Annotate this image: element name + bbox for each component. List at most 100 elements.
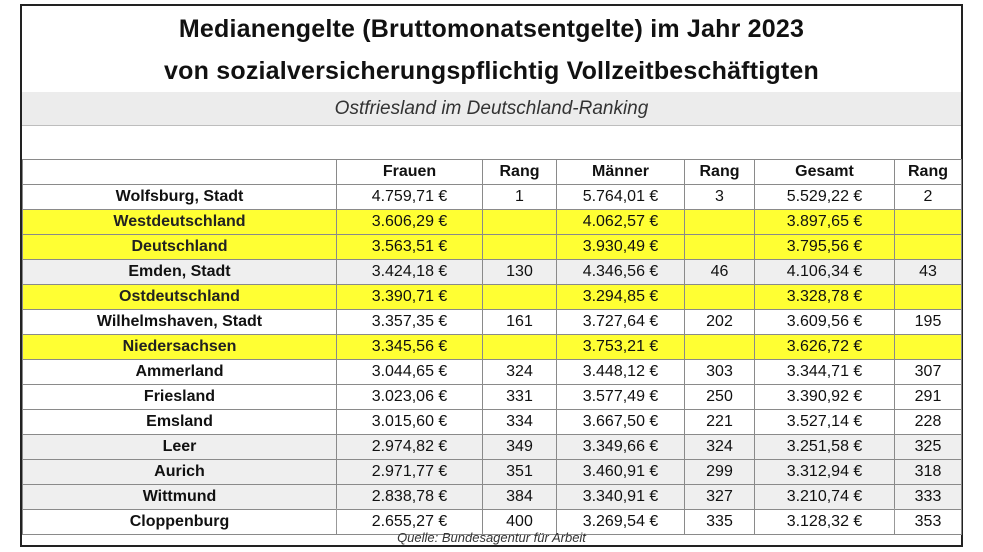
rang-maenner: 3	[684, 184, 755, 210]
frauen-value: 4.759,71 €	[336, 184, 483, 210]
table-row: Aurich 2.971,77 €351 3.460,91 €299 3.312,94…	[22, 459, 962, 485]
rang-frauen: 324	[482, 359, 557, 385]
rang-frauen: 384	[482, 484, 557, 510]
source-note: Quelle: Bundesagentur für Arbeit	[397, 530, 586, 545]
gesamt-value: 3.312,94 €	[754, 459, 895, 485]
frauen-value: 3.345,56 €	[336, 334, 483, 360]
rang-gesamt: 2	[894, 184, 962, 210]
maenner-value: 3.577,49 €	[556, 384, 685, 410]
maenner-value: 3.448,12 €	[556, 359, 685, 385]
region-name: Wolfsburg, Stadt	[22, 184, 337, 210]
header-rang-gesamt: Rang	[894, 159, 962, 185]
region-name: Aurich	[22, 459, 337, 485]
rang-maenner: 303	[684, 359, 755, 385]
maenner-value: 3.753,21 €	[556, 334, 685, 360]
table-row: Niedersachsen 3.345,56 € 3.753,21 € 3.626,7…	[22, 334, 962, 360]
frauen-value: 3.606,29 €	[336, 209, 483, 235]
rang-gesamt: 195	[894, 309, 962, 335]
rang-gesamt: 325	[894, 434, 962, 460]
region-name: Emsland	[22, 409, 337, 435]
rang-maenner: 221	[684, 409, 755, 435]
region-name: Deutschland	[22, 234, 337, 260]
rang-frauen: 161	[482, 309, 557, 335]
rang-frauen	[482, 209, 557, 235]
region-name: Wittmund	[22, 484, 337, 510]
gesamt-value: 3.626,72 €	[754, 334, 895, 360]
gesamt-value: 3.328,78 €	[754, 284, 895, 310]
rang-maenner	[684, 209, 755, 235]
table-body: Wolfsburg, Stadt 4.759,71 €1 5.764,01 €3 5.…	[22, 184, 962, 535]
frauen-value: 3.563,51 €	[336, 234, 483, 260]
region-name: Leer	[22, 434, 337, 460]
region-name: Ostdeutschland	[22, 284, 337, 310]
gesamt-value: 3.344,71 €	[754, 359, 895, 385]
table-row: Ostdeutschland 3.390,71 € 3.294,85 € 3.328,…	[22, 284, 962, 310]
maenner-value: 3.349,66 €	[556, 434, 685, 460]
rang-frauen: 1	[482, 184, 557, 210]
header-maenner: Männer	[556, 159, 685, 185]
region-name: Niedersachsen	[22, 334, 337, 360]
maenner-value: 5.764,01 €	[556, 184, 685, 210]
frauen-value: 2.974,82 €	[336, 434, 483, 460]
rang-gesamt: 307	[894, 359, 962, 385]
frauen-value: 2.971,77 €	[336, 459, 483, 485]
rang-frauen: 334	[482, 409, 557, 435]
rang-maenner: 299	[684, 459, 755, 485]
gesamt-value: 3.390,92 €	[754, 384, 895, 410]
header-name	[22, 159, 337, 185]
header-frauen: Frauen	[336, 159, 483, 185]
rang-frauen: 331	[482, 384, 557, 410]
table-row: Emden, Stadt 3.424,18 €130 4.346,56 €46 4.1…	[22, 259, 962, 285]
gesamt-value: 3.897,65 €	[754, 209, 895, 235]
table-row: Wolfsburg, Stadt 4.759,71 €1 5.764,01 €3 5.…	[22, 184, 962, 210]
table-row: Westdeutschland 3.606,29 € 4.062,57 € 3.897…	[22, 209, 962, 235]
rang-gesamt: 43	[894, 259, 962, 285]
frauen-value: 3.015,60 €	[336, 409, 483, 435]
gesamt-value: 3.609,56 €	[754, 309, 895, 335]
header-rang-frauen: Rang	[482, 159, 557, 185]
region-name: Friesland	[22, 384, 337, 410]
rang-maenner	[684, 234, 755, 260]
title-line-2: von sozialversicherungspflichtig Vollzei…	[164, 57, 819, 85]
table-row: Deutschland 3.563,51 € 3.930,49 € 3.795,56 …	[22, 234, 962, 260]
frauen-value: 2.655,27 €	[336, 509, 483, 535]
table-row: Leer 2.974,82 €349 3.349,66 €324 3.251,58 €…	[22, 434, 962, 460]
rang-gesamt: 333	[894, 484, 962, 510]
region-name: Wilhelmshaven, Stadt	[22, 309, 337, 335]
rang-maenner	[684, 334, 755, 360]
rang-frauen	[482, 234, 557, 260]
gesamt-value: 3.251,58 €	[754, 434, 895, 460]
gesamt-value: 3.795,56 €	[754, 234, 895, 260]
header-row: Frauen Rang Männer Rang Gesamt Rang	[22, 159, 962, 185]
table-row: Friesland 3.023,06 €331 3.577,49 €250 3.390…	[22, 384, 962, 410]
table-row: Cloppenburg 2.655,27 €400 3.269,54 €335 3.1…	[22, 509, 962, 535]
header-rang-maenner: Rang	[684, 159, 755, 185]
maenner-value: 4.062,57 €	[556, 209, 685, 235]
maenner-value: 4.346,56 €	[556, 259, 685, 285]
rang-frauen: 349	[482, 434, 557, 460]
frauen-value: 3.023,06 €	[336, 384, 483, 410]
rang-maenner: 327	[684, 484, 755, 510]
table-row: Emsland 3.015,60 €334 3.667,50 €221 3.527,1…	[22, 409, 962, 435]
maenner-value: 3.930,49 €	[556, 234, 685, 260]
table-row: Wittmund 2.838,78 €384 3.340,91 €327 3.210,…	[22, 484, 962, 510]
rang-frauen: 130	[482, 259, 557, 285]
rang-maenner: 202	[684, 309, 755, 335]
gesamt-value: 5.529,22 €	[754, 184, 895, 210]
rang-gesamt: 291	[894, 384, 962, 410]
maenner-value: 3.269,54 €	[556, 509, 685, 535]
header-gesamt: Gesamt	[754, 159, 895, 185]
subtitle: Ostfriesland im Deutschland-Ranking	[22, 92, 961, 125]
maenner-value: 3.340,91 €	[556, 484, 685, 510]
gesamt-value: 4.106,34 €	[754, 259, 895, 285]
rang-frauen: 351	[482, 459, 557, 485]
divider	[22, 125, 961, 126]
rang-gesamt: 353	[894, 509, 962, 535]
frauen-value: 3.357,35 €	[336, 309, 483, 335]
maenner-value: 3.727,64 €	[556, 309, 685, 335]
frauen-value: 2.838,78 €	[336, 484, 483, 510]
region-name: Emden, Stadt	[22, 259, 337, 285]
rang-maenner: 324	[684, 434, 755, 460]
spacer-row	[22, 149, 962, 160]
rang-gesamt	[894, 334, 962, 360]
